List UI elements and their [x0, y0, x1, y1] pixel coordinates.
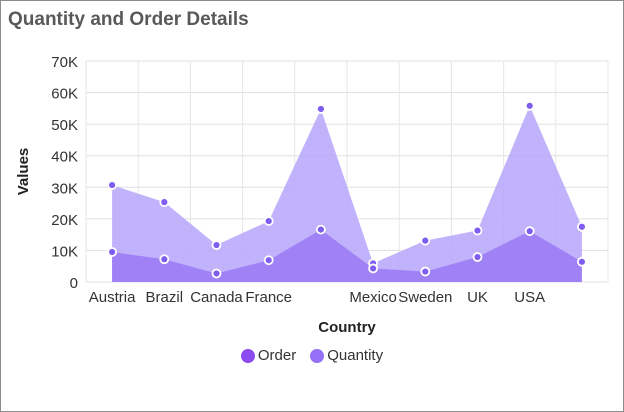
x-tick-label: Brazil — [146, 289, 184, 306]
legend-order-label: Order — [257, 347, 297, 364]
legend-order-swatch — [240, 348, 255, 363]
y-tick-label: 40K — [51, 149, 78, 166]
x-tick-label: Austria — [89, 289, 136, 306]
y-axis-title: Values — [15, 148, 32, 196]
legend-quantity-swatch — [310, 348, 325, 363]
x-axis-title: Country — [318, 319, 376, 336]
point-order — [107, 247, 117, 257]
y-tick-label: 30K — [51, 180, 78, 197]
y-tick-label: 20K — [51, 212, 78, 229]
point-quantity — [159, 197, 170, 208]
point-quantity — [211, 240, 222, 250]
x-tick-label: France — [245, 289, 292, 306]
y-tick-label: 50K — [51, 117, 78, 134]
chart-legend: Order Quantity — [0, 347, 624, 364]
x-tick-label: Mexico — [349, 289, 397, 306]
chart-title: Quantity and Order Details — [8, 9, 249, 30]
point-order — [315, 224, 326, 235]
point-quantity — [263, 216, 274, 226]
point-quantity — [472, 225, 483, 236]
y-tick-label: 0 — [70, 275, 78, 292]
point-order — [577, 256, 587, 267]
legend-quantity-label: Quantity — [327, 347, 384, 364]
y-tick-label: 60K — [51, 86, 78, 103]
point-quantity — [315, 104, 326, 114]
y-tick-label: 10K — [51, 243, 78, 260]
point-order — [368, 263, 379, 274]
x-tick-label: USA — [514, 289, 545, 306]
point-quantity — [524, 100, 535, 111]
point-quantity — [420, 235, 431, 246]
legend-item-order[interactable]: Order — [240, 347, 297, 364]
x-tick-label: Sweden — [398, 289, 452, 306]
area-quantity — [112, 105, 582, 283]
point-order — [211, 268, 222, 279]
x-tick-label: UK — [467, 289, 488, 306]
point-order — [159, 254, 170, 265]
point-order — [472, 252, 483, 262]
x-tick-label: Canada — [190, 289, 243, 306]
point-quantity — [107, 180, 117, 190]
legend-item-quantity[interactable]: Quantity — [310, 347, 383, 364]
point-order — [524, 226, 535, 237]
point-order — [263, 255, 274, 266]
point-quantity — [577, 221, 587, 232]
area-order — [112, 229, 582, 282]
point-order — [420, 266, 431, 277]
y-tick-label: 70K — [51, 54, 78, 71]
